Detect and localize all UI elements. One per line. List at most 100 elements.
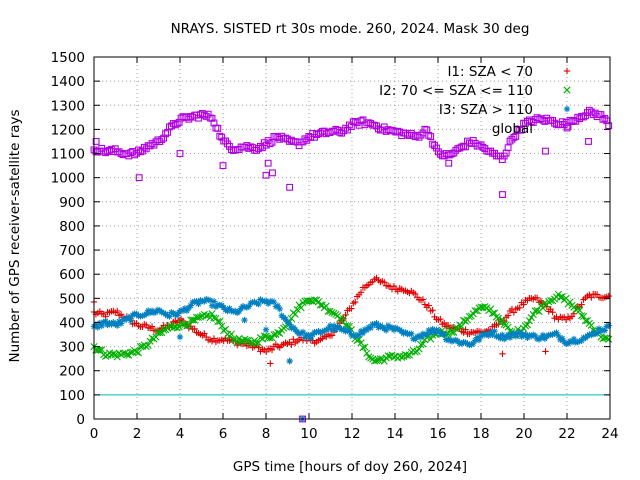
x-tick-label: 14	[386, 426, 403, 442]
data-point	[568, 118, 576, 126]
marker-stroke	[260, 332, 268, 340]
marker-stroke	[542, 147, 549, 155]
data-point	[160, 134, 168, 142]
data-point	[601, 114, 609, 122]
legend-label: I1: SZA < 70	[447, 64, 533, 80]
data-point	[556, 293, 564, 301]
marker-stroke	[128, 317, 134, 324]
marker-stroke	[417, 131, 425, 139]
chart-title: NRAYS. SISTED rt 30s mode. 260, 2024. Ma…	[171, 21, 530, 37]
data-point	[340, 315, 348, 323]
x-tick-label: 20	[515, 426, 532, 442]
marker-stroke	[525, 317, 533, 325]
marker-stroke	[448, 328, 456, 337]
data-point	[114, 307, 121, 315]
marker-stroke	[134, 349, 143, 357]
data-point	[219, 162, 227, 170]
data-point	[299, 328, 307, 336]
data-point	[267, 360, 274, 367]
data-point	[533, 294, 541, 302]
legend-label: global	[492, 121, 533, 137]
marker-stroke	[429, 140, 437, 148]
marker-stroke	[210, 314, 218, 322]
legend-marker	[563, 67, 571, 75]
marker-stroke	[135, 174, 143, 182]
marker-stroke	[113, 353, 121, 361]
marker-stroke	[282, 316, 289, 322]
y-tick-label: 600	[59, 267, 85, 283]
marker-stroke	[226, 305, 233, 312]
marker-stroke	[306, 332, 312, 338]
marker-stroke	[553, 330, 560, 336]
data-point	[286, 183, 294, 191]
data-point	[237, 337, 245, 345]
data-point	[437, 315, 444, 323]
data-point	[286, 357, 293, 365]
data-point	[516, 304, 523, 311]
marker-stroke	[483, 304, 491, 312]
marker-stroke	[211, 298, 217, 305]
data-point	[243, 336, 251, 344]
marker-stroke	[446, 151, 454, 159]
data-point	[523, 321, 532, 329]
marker-stroke	[207, 297, 213, 304]
marker-stroke	[123, 351, 131, 359]
data-point	[588, 294, 595, 301]
data-point	[542, 348, 549, 355]
marker-stroke	[229, 335, 237, 343]
axes: 0 2 4 6 8 10 12 14 16 18 20 22 240100200300400500600…	[51, 50, 619, 442]
marker-stroke	[564, 106, 570, 112]
marker-stroke	[243, 336, 251, 344]
data-point	[429, 140, 437, 148]
marker-stroke	[398, 353, 406, 361]
marker-stroke	[160, 134, 168, 142]
data-point	[415, 133, 423, 141]
marker-stroke	[305, 297, 313, 305]
marker-stroke	[241, 335, 249, 343]
data-point	[166, 313, 173, 320]
data-point	[527, 314, 535, 322]
data-point	[214, 124, 222, 132]
marker-stroke	[408, 331, 414, 337]
marker-stroke	[429, 326, 436, 332]
data-point	[504, 323, 512, 331]
marker-stroke	[506, 137, 514, 145]
data-point	[578, 112, 586, 120]
x-tick-label: 16	[429, 426, 446, 442]
data-point	[419, 340, 427, 348]
data-point	[425, 302, 432, 309]
marker-stroke	[269, 169, 276, 177]
data-point	[208, 114, 216, 122]
data-point	[216, 132, 224, 140]
data-point	[132, 348, 141, 356]
data-point	[581, 317, 590, 325]
marker-stroke	[252, 339, 261, 348]
data-point	[446, 151, 454, 159]
data-point	[175, 118, 183, 126]
marker-stroke	[566, 298, 574, 306]
data-point	[419, 296, 427, 303]
data-point	[173, 120, 181, 128]
marker-stroke	[585, 138, 592, 145]
marker-stroke	[202, 312, 210, 320]
data-point	[458, 322, 466, 330]
marker-stroke	[331, 323, 337, 329]
data-point	[361, 343, 369, 351]
data-point	[160, 326, 168, 334]
marker-stroke	[421, 125, 429, 133]
marker-stroke	[540, 332, 546, 338]
marker-stroke	[183, 322, 191, 330]
marker-stroke	[504, 323, 512, 331]
data-point	[109, 350, 117, 358]
data-point	[175, 323, 183, 331]
marker-stroke	[176, 150, 184, 157]
data-point	[578, 312, 586, 320]
marker-stroke	[361, 343, 369, 351]
legend-marker	[563, 86, 571, 94]
marker-stroke	[158, 136, 166, 144]
data-point	[274, 328, 282, 337]
marker-stroke	[531, 307, 539, 315]
marker-stroke	[175, 323, 183, 331]
y-tick-label: 1100	[51, 147, 85, 163]
y-tick-label: 1500	[51, 50, 85, 66]
